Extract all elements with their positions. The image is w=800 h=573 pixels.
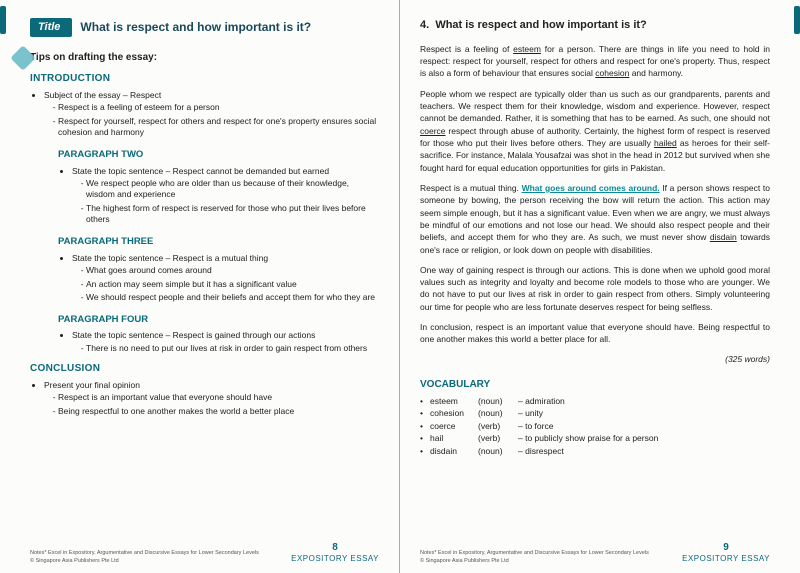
highlighted-phrase: What goes around comes around.: [522, 183, 660, 193]
list-item: What goes around comes around: [86, 265, 379, 276]
conc-list: Present your final opinion Respect is an…: [30, 380, 379, 417]
title-row: Title What is respect and how important …: [30, 18, 379, 37]
essay-para-1: Respect is a feeling of esteem for a per…: [420, 43, 770, 80]
essay-para-3: Respect is a mutual thing. What goes aro…: [420, 182, 770, 256]
underline-esteem: esteem: [513, 44, 541, 54]
heading-para-two: PARAGRAPH TWO: [58, 149, 379, 162]
book-spread: Title What is respect and how important …: [0, 0, 800, 573]
vocabulary-heading: VOCABULARY: [420, 378, 770, 392]
list-item: Respect for yourself, respect for others…: [58, 116, 379, 139]
underline-cohesion: cohesion: [595, 68, 629, 78]
page-right: 4. What is respect and how important is …: [400, 0, 800, 573]
footer-left: Notes* Excel in Expository, Argumentativ…: [30, 541, 379, 565]
underline-coerce: coerce: [420, 126, 446, 136]
diamond-icon: [10, 45, 35, 70]
vocabulary-section: VOCABULARY •esteem(noun)– admiration •co…: [420, 365, 770, 457]
page-tab-left: [0, 6, 6, 34]
list-item: Respect is an important value that every…: [58, 392, 379, 403]
title-badge: Title: [30, 18, 72, 37]
footer-right: Notes* Excel in Expository, Argumentativ…: [420, 541, 770, 565]
page-number: 8: [291, 541, 379, 555]
list-item: The highest form of respect is reserved …: [86, 203, 379, 226]
tips-heading: Tips on drafting the essay:: [30, 52, 157, 63]
list-item: State the topic sentence – Respect is ga…: [72, 330, 379, 354]
vocab-item: •hail(verb)– to publicly show praise for…: [420, 433, 770, 444]
list-item: We respect people who are older than us …: [86, 178, 379, 201]
heading-conclusion: CONCLUSION: [30, 362, 379, 376]
essay-para-4: One way of gaining respect is through ou…: [420, 264, 770, 313]
list-item: An action may seem simple but it has a s…: [86, 279, 379, 290]
heading-para-four: PARAGRAPH FOUR: [58, 314, 379, 327]
p4-list: State the topic sentence – Respect is ga…: [58, 330, 379, 354]
list-item: Respect is a feeling of esteem for a per…: [58, 102, 379, 113]
p3-list: State the topic sentence – Respect is a …: [58, 253, 379, 304]
underline-hailed: hailed: [654, 138, 677, 148]
question-heading: 4. What is respect and how important is …: [420, 18, 770, 33]
intro-list: Subject of the essay – Respect Respect i…: [30, 90, 379, 139]
list-item: State the topic sentence – Respect canno…: [72, 166, 379, 226]
list-item: We should respect people and their belie…: [86, 292, 379, 303]
p2-list: State the topic sentence – Respect canno…: [58, 166, 379, 226]
heading-introduction: INTRODUCTION: [30, 72, 379, 86]
vocab-item: •esteem(noun)– admiration: [420, 396, 770, 407]
vocab-item: •coerce(verb)– to force: [420, 421, 770, 432]
page-left: Title What is respect and how important …: [0, 0, 400, 573]
page-num-block: 8 EXPOSITORY ESSAY: [291, 541, 379, 565]
page-num-block: 9 EXPOSITORY ESSAY: [682, 541, 770, 565]
list-item: Subject of the essay – Respect Respect i…: [44, 90, 379, 139]
essay-para-2: People whom we respect are typically old…: [420, 88, 770, 174]
underline-disdain: disdain: [710, 232, 737, 242]
page-number: 9: [682, 541, 770, 555]
list-item: Being respectful to one another makes th…: [58, 406, 379, 417]
heading-para-three: PARAGRAPH THREE: [58, 236, 379, 249]
footer-note: Notes* Excel in Expository, Argumentativ…: [30, 550, 259, 565]
page-title: What is respect and how important is it?: [80, 19, 311, 35]
essay-para-5: In conclusion, respect is an important v…: [420, 321, 770, 346]
list-item: State the topic sentence – Respect is a …: [72, 253, 379, 304]
page-tab-right: [794, 6, 800, 34]
essay-type: EXPOSITORY ESSAY: [682, 554, 770, 565]
list-item: Present your final opinion Respect is an…: [44, 380, 379, 417]
word-count: (325 words): [420, 354, 770, 365]
tips-row: Tips on drafting the essay:: [0, 51, 379, 65]
vocab-item: •disdain(noun)– disrespect: [420, 446, 770, 457]
vocabulary-list: •esteem(noun)– admiration •cohesion(noun…: [420, 396, 770, 457]
footer-note: Notes* Excel in Expository, Argumentativ…: [420, 550, 649, 565]
vocab-item: •cohesion(noun)– unity: [420, 408, 770, 419]
essay-type: EXPOSITORY ESSAY: [291, 554, 379, 565]
list-item: There is no need to put our lives at ris…: [86, 343, 379, 354]
